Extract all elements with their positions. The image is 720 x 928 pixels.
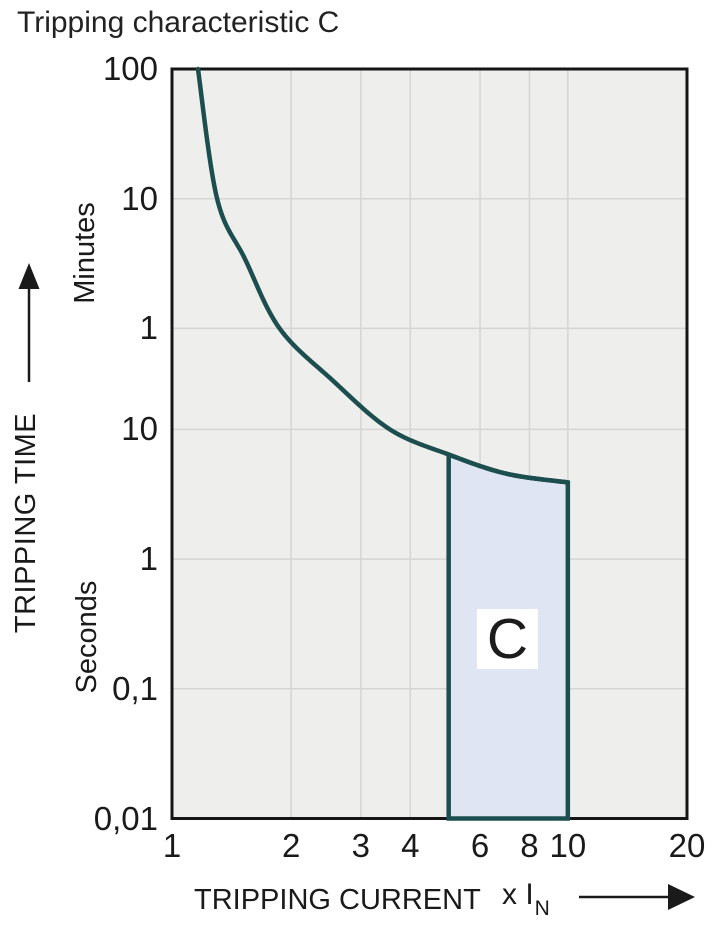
plot-border: [170, 67, 689, 820]
grid-lines: [172, 69, 687, 819]
x-tick-label: 4: [401, 827, 420, 864]
x-axis-unit-prefix: x I: [502, 878, 534, 911]
page-title: Tripping characteristic C: [17, 6, 340, 39]
trip-zone-label: C: [477, 607, 538, 671]
y-axis-unit-minutes: Minutes: [69, 202, 101, 304]
y-tick-label: 0,01: [93, 799, 158, 837]
y-tick-label: 0,1: [112, 669, 158, 707]
y-axis-arrow-icon: [18, 263, 40, 382]
tripping-curve: [195, 66, 571, 485]
plot-background: [172, 69, 687, 819]
y-tick-label: 10: [121, 410, 158, 448]
y-axis-title: TRIPPING TIME: [10, 412, 42, 634]
x-tick-label: 3: [351, 827, 371, 864]
x-tick-label: 2: [281, 827, 301, 864]
x-axis-arrow-icon: [579, 884, 695, 910]
x-tick-label: 10: [549, 827, 587, 864]
x-tick-label: 6: [470, 827, 490, 864]
x-axis-unit-subscript: N: [534, 897, 550, 920]
y-tick-label: 10: [121, 179, 158, 217]
x-tick-label: 1: [162, 827, 182, 864]
x-tick-label: 8: [520, 827, 539, 864]
x-axis-unit: x IN: [502, 878, 550, 920]
x-tick-label: 20: [668, 827, 706, 864]
trip-zone-letter: C: [486, 607, 529, 671]
y-tick-label: 1: [139, 309, 158, 347]
x-axis-title: TRIPPING CURRENT: [194, 884, 481, 916]
y-tick-label: 1: [139, 540, 158, 578]
y-axis-unit-seconds: Seconds: [71, 580, 103, 694]
y-tick-label: 100: [102, 50, 158, 87]
